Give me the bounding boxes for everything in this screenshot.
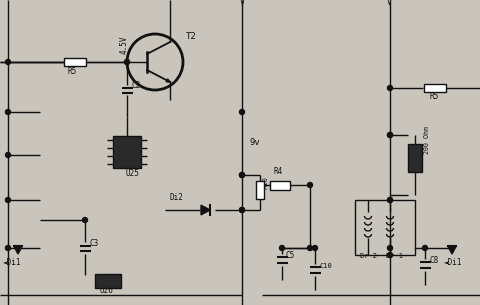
Bar <box>113 136 141 168</box>
Circle shape <box>5 198 11 203</box>
Circle shape <box>279 246 285 250</box>
Text: R10: R10 <box>263 176 269 189</box>
Circle shape <box>422 246 428 250</box>
Circle shape <box>5 246 11 250</box>
Text: R4: R4 <box>274 167 283 176</box>
Circle shape <box>387 198 393 203</box>
Bar <box>408 144 422 172</box>
Circle shape <box>5 109 11 114</box>
Bar <box>256 181 264 199</box>
Text: V: V <box>387 0 392 7</box>
Bar <box>270 181 290 189</box>
Polygon shape <box>201 205 210 215</box>
Bar <box>355 200 415 255</box>
Text: U26: U26 <box>100 286 114 295</box>
Text: 200 Ohm: 200 Ohm <box>424 126 430 154</box>
Bar <box>424 84 446 92</box>
Circle shape <box>124 59 130 64</box>
Circle shape <box>240 173 244 178</box>
Polygon shape <box>14 246 22 254</box>
Circle shape <box>83 217 87 223</box>
Circle shape <box>308 246 312 250</box>
Text: T2: T2 <box>186 32 197 41</box>
Text: C5: C5 <box>286 251 295 260</box>
Text: 9v: 9v <box>250 138 261 147</box>
Polygon shape <box>166 79 170 82</box>
Bar <box>64 58 86 66</box>
Text: V: V <box>240 0 245 7</box>
Circle shape <box>387 253 393 257</box>
Text: C8: C8 <box>429 256 438 265</box>
Text: ◄Di1: ◄Di1 <box>444 258 463 267</box>
Circle shape <box>308 182 312 188</box>
Circle shape <box>387 85 393 91</box>
Text: C10: C10 <box>319 263 332 269</box>
Circle shape <box>387 132 393 138</box>
Text: Dr 1: Dr 1 <box>386 253 403 259</box>
Text: Dr 2: Dr 2 <box>360 253 377 259</box>
Circle shape <box>387 132 393 138</box>
Text: U25: U25 <box>125 169 139 178</box>
Text: R5: R5 <box>67 67 76 76</box>
Circle shape <box>312 246 317 250</box>
Circle shape <box>387 246 393 250</box>
Text: C3: C3 <box>89 239 98 248</box>
Circle shape <box>240 207 244 213</box>
Text: R5: R5 <box>430 92 439 101</box>
Text: 4.5V: 4.5V <box>120 35 129 54</box>
Circle shape <box>5 59 11 64</box>
Circle shape <box>240 173 244 178</box>
Circle shape <box>240 207 244 213</box>
Text: C2: C2 <box>131 81 140 90</box>
Text: Di2: Di2 <box>170 193 184 202</box>
Circle shape <box>240 109 244 114</box>
Circle shape <box>5 152 11 157</box>
Polygon shape <box>448 246 456 254</box>
Circle shape <box>387 198 393 203</box>
Text: ◄Di1: ◄Di1 <box>3 258 22 267</box>
Bar <box>95 274 121 288</box>
Circle shape <box>124 59 130 64</box>
